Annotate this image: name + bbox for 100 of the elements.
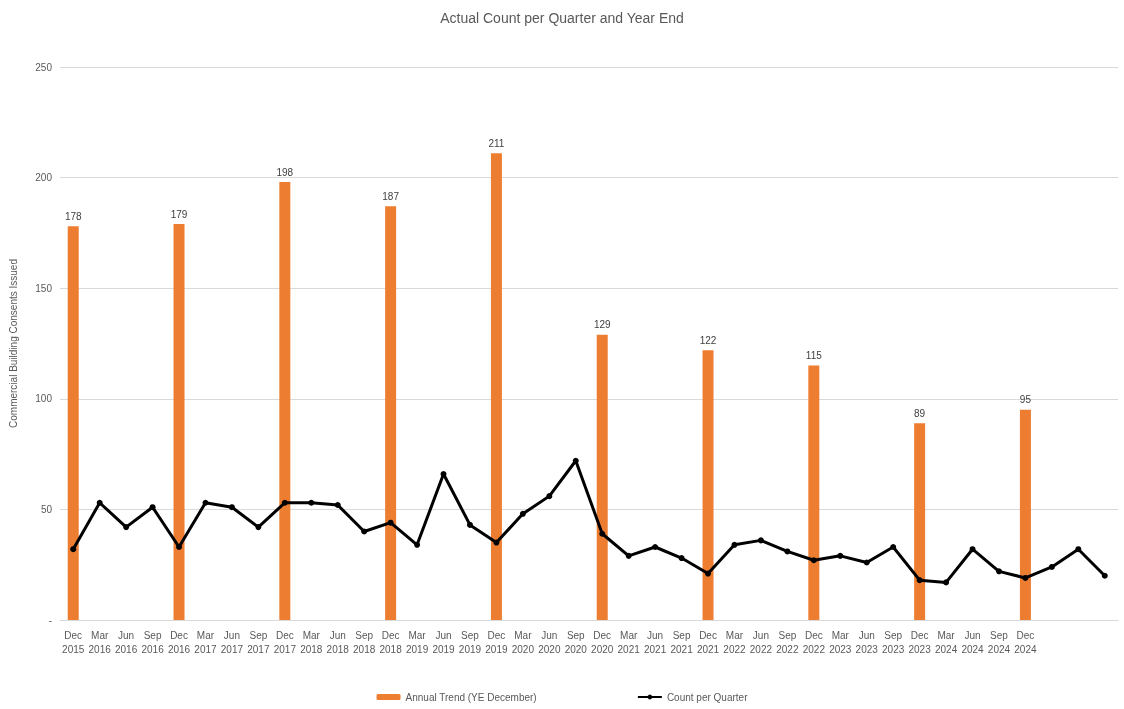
point bbox=[176, 544, 183, 550]
point bbox=[705, 570, 712, 577]
point bbox=[1022, 574, 1029, 581]
legend-label: Annual Trend (YE December) bbox=[405, 691, 537, 703]
bar bbox=[596, 334, 608, 620]
x-tick-label: Mar 2019 bbox=[405, 629, 429, 655]
point bbox=[361, 528, 368, 535]
point bbox=[414, 541, 421, 548]
x-tick-label: Sep 2019 bbox=[458, 629, 482, 655]
point bbox=[70, 546, 77, 553]
point bbox=[334, 501, 341, 508]
point bbox=[546, 493, 553, 500]
point bbox=[1101, 572, 1108, 579]
data-label: 115 bbox=[805, 350, 823, 362]
x-tick-label: Mar 2021 bbox=[617, 629, 641, 655]
point bbox=[916, 577, 923, 584]
point bbox=[995, 568, 1002, 575]
point bbox=[228, 504, 235, 511]
x-tick-label: Jun 2024 bbox=[961, 629, 985, 655]
x-tick-label: Dec 2022 bbox=[802, 629, 826, 655]
x-tick-label: Sep 2022 bbox=[776, 629, 799, 655]
bar bbox=[914, 423, 926, 620]
x-tick-label: Jun 2021 bbox=[644, 629, 667, 655]
data-label: 198 bbox=[276, 166, 294, 178]
point bbox=[281, 499, 288, 506]
y-tick-label: 100 bbox=[35, 393, 53, 405]
x-tick-label: Dec 2015 bbox=[62, 629, 85, 655]
y-tick-label: 200 bbox=[35, 172, 53, 184]
point bbox=[96, 499, 103, 506]
data-label: 129 bbox=[593, 319, 611, 331]
x-tick-label: Dec 2017 bbox=[273, 629, 297, 655]
x-tick-label: Jun 2020 bbox=[538, 629, 561, 655]
data-label: 187 bbox=[382, 190, 400, 202]
x-tick-label: Sep 2018 bbox=[353, 629, 376, 655]
point bbox=[943, 579, 950, 586]
x-tick-label: Jun 2022 bbox=[749, 629, 773, 655]
point bbox=[810, 557, 817, 564]
point bbox=[890, 544, 897, 550]
bar bbox=[490, 153, 502, 620]
x-tick-label: Jun 2018 bbox=[326, 629, 350, 655]
x-tick-label: Mar 2016 bbox=[88, 629, 112, 655]
point bbox=[466, 521, 473, 528]
x-tick-label: Jun 2017 bbox=[220, 629, 244, 655]
point bbox=[652, 544, 659, 550]
x-tick-label: Mar 2020 bbox=[511, 629, 535, 655]
data-label: 211 bbox=[488, 137, 505, 149]
bar bbox=[67, 226, 79, 620]
x-tick-label: Dec 2018 bbox=[379, 629, 403, 655]
data-label: 179 bbox=[170, 208, 188, 220]
point bbox=[784, 548, 791, 555]
x-tick-label: Mar 2023 bbox=[829, 629, 852, 655]
point bbox=[678, 555, 685, 562]
point bbox=[625, 552, 632, 559]
x-tick-label: Jun 2019 bbox=[432, 629, 456, 655]
x-tick-label: Dec 2021 bbox=[696, 629, 720, 655]
x-tick-label: Sep 2023 bbox=[882, 629, 905, 655]
y-tick-label: - bbox=[48, 614, 52, 626]
point bbox=[572, 457, 579, 464]
bar bbox=[702, 350, 714, 620]
data-label: 95 bbox=[1019, 394, 1032, 406]
point bbox=[599, 530, 606, 537]
y-tick-label: 250 bbox=[35, 61, 53, 73]
data-label: 89 bbox=[914, 407, 926, 419]
x-tick-label: Mar 2022 bbox=[723, 629, 747, 655]
point bbox=[731, 541, 738, 548]
point bbox=[1048, 563, 1055, 570]
x-tick-label: Sep 2016 bbox=[141, 629, 165, 655]
point bbox=[123, 524, 130, 531]
x-tick-label: Sep 2024 bbox=[987, 629, 1011, 655]
bar bbox=[385, 206, 397, 620]
point bbox=[969, 546, 976, 553]
data-label: 178 bbox=[64, 210, 82, 222]
y-axis-title: Commercial Building Consents Issued bbox=[7, 259, 19, 428]
point bbox=[255, 524, 262, 531]
x-tick-label: Sep 2020 bbox=[564, 629, 588, 655]
chart-title: Actual Count per Quarter and Year End bbox=[440, 10, 684, 26]
x-tick-label: Dec 2016 bbox=[167, 629, 191, 655]
point bbox=[387, 519, 394, 526]
data-label: 122 bbox=[699, 334, 717, 346]
point bbox=[493, 539, 500, 546]
point bbox=[1075, 546, 1082, 553]
x-tick-label: Sep 2021 bbox=[670, 629, 694, 655]
y-tick-label: 150 bbox=[35, 282, 53, 294]
point bbox=[757, 537, 764, 544]
x-tick-label: Mar 2018 bbox=[300, 629, 323, 655]
x-tick-label: Dec 2020 bbox=[591, 629, 614, 655]
point bbox=[202, 499, 209, 506]
bar bbox=[173, 224, 185, 620]
legend-label: Count per Quarter bbox=[666, 691, 749, 703]
point bbox=[149, 504, 156, 511]
x-tick-label: Mar 2017 bbox=[194, 629, 218, 655]
y-tick-label: 50 bbox=[40, 503, 53, 515]
x-tick-label: Jun 2023 bbox=[855, 629, 879, 655]
x-tick-label: Sep 2017 bbox=[247, 629, 270, 655]
point bbox=[308, 499, 315, 506]
x-tick-label: Dec 2023 bbox=[908, 629, 932, 655]
point bbox=[519, 510, 526, 517]
bar bbox=[808, 365, 820, 620]
x-tick-label: Dec 2024 bbox=[1014, 629, 1037, 655]
point bbox=[837, 552, 844, 559]
